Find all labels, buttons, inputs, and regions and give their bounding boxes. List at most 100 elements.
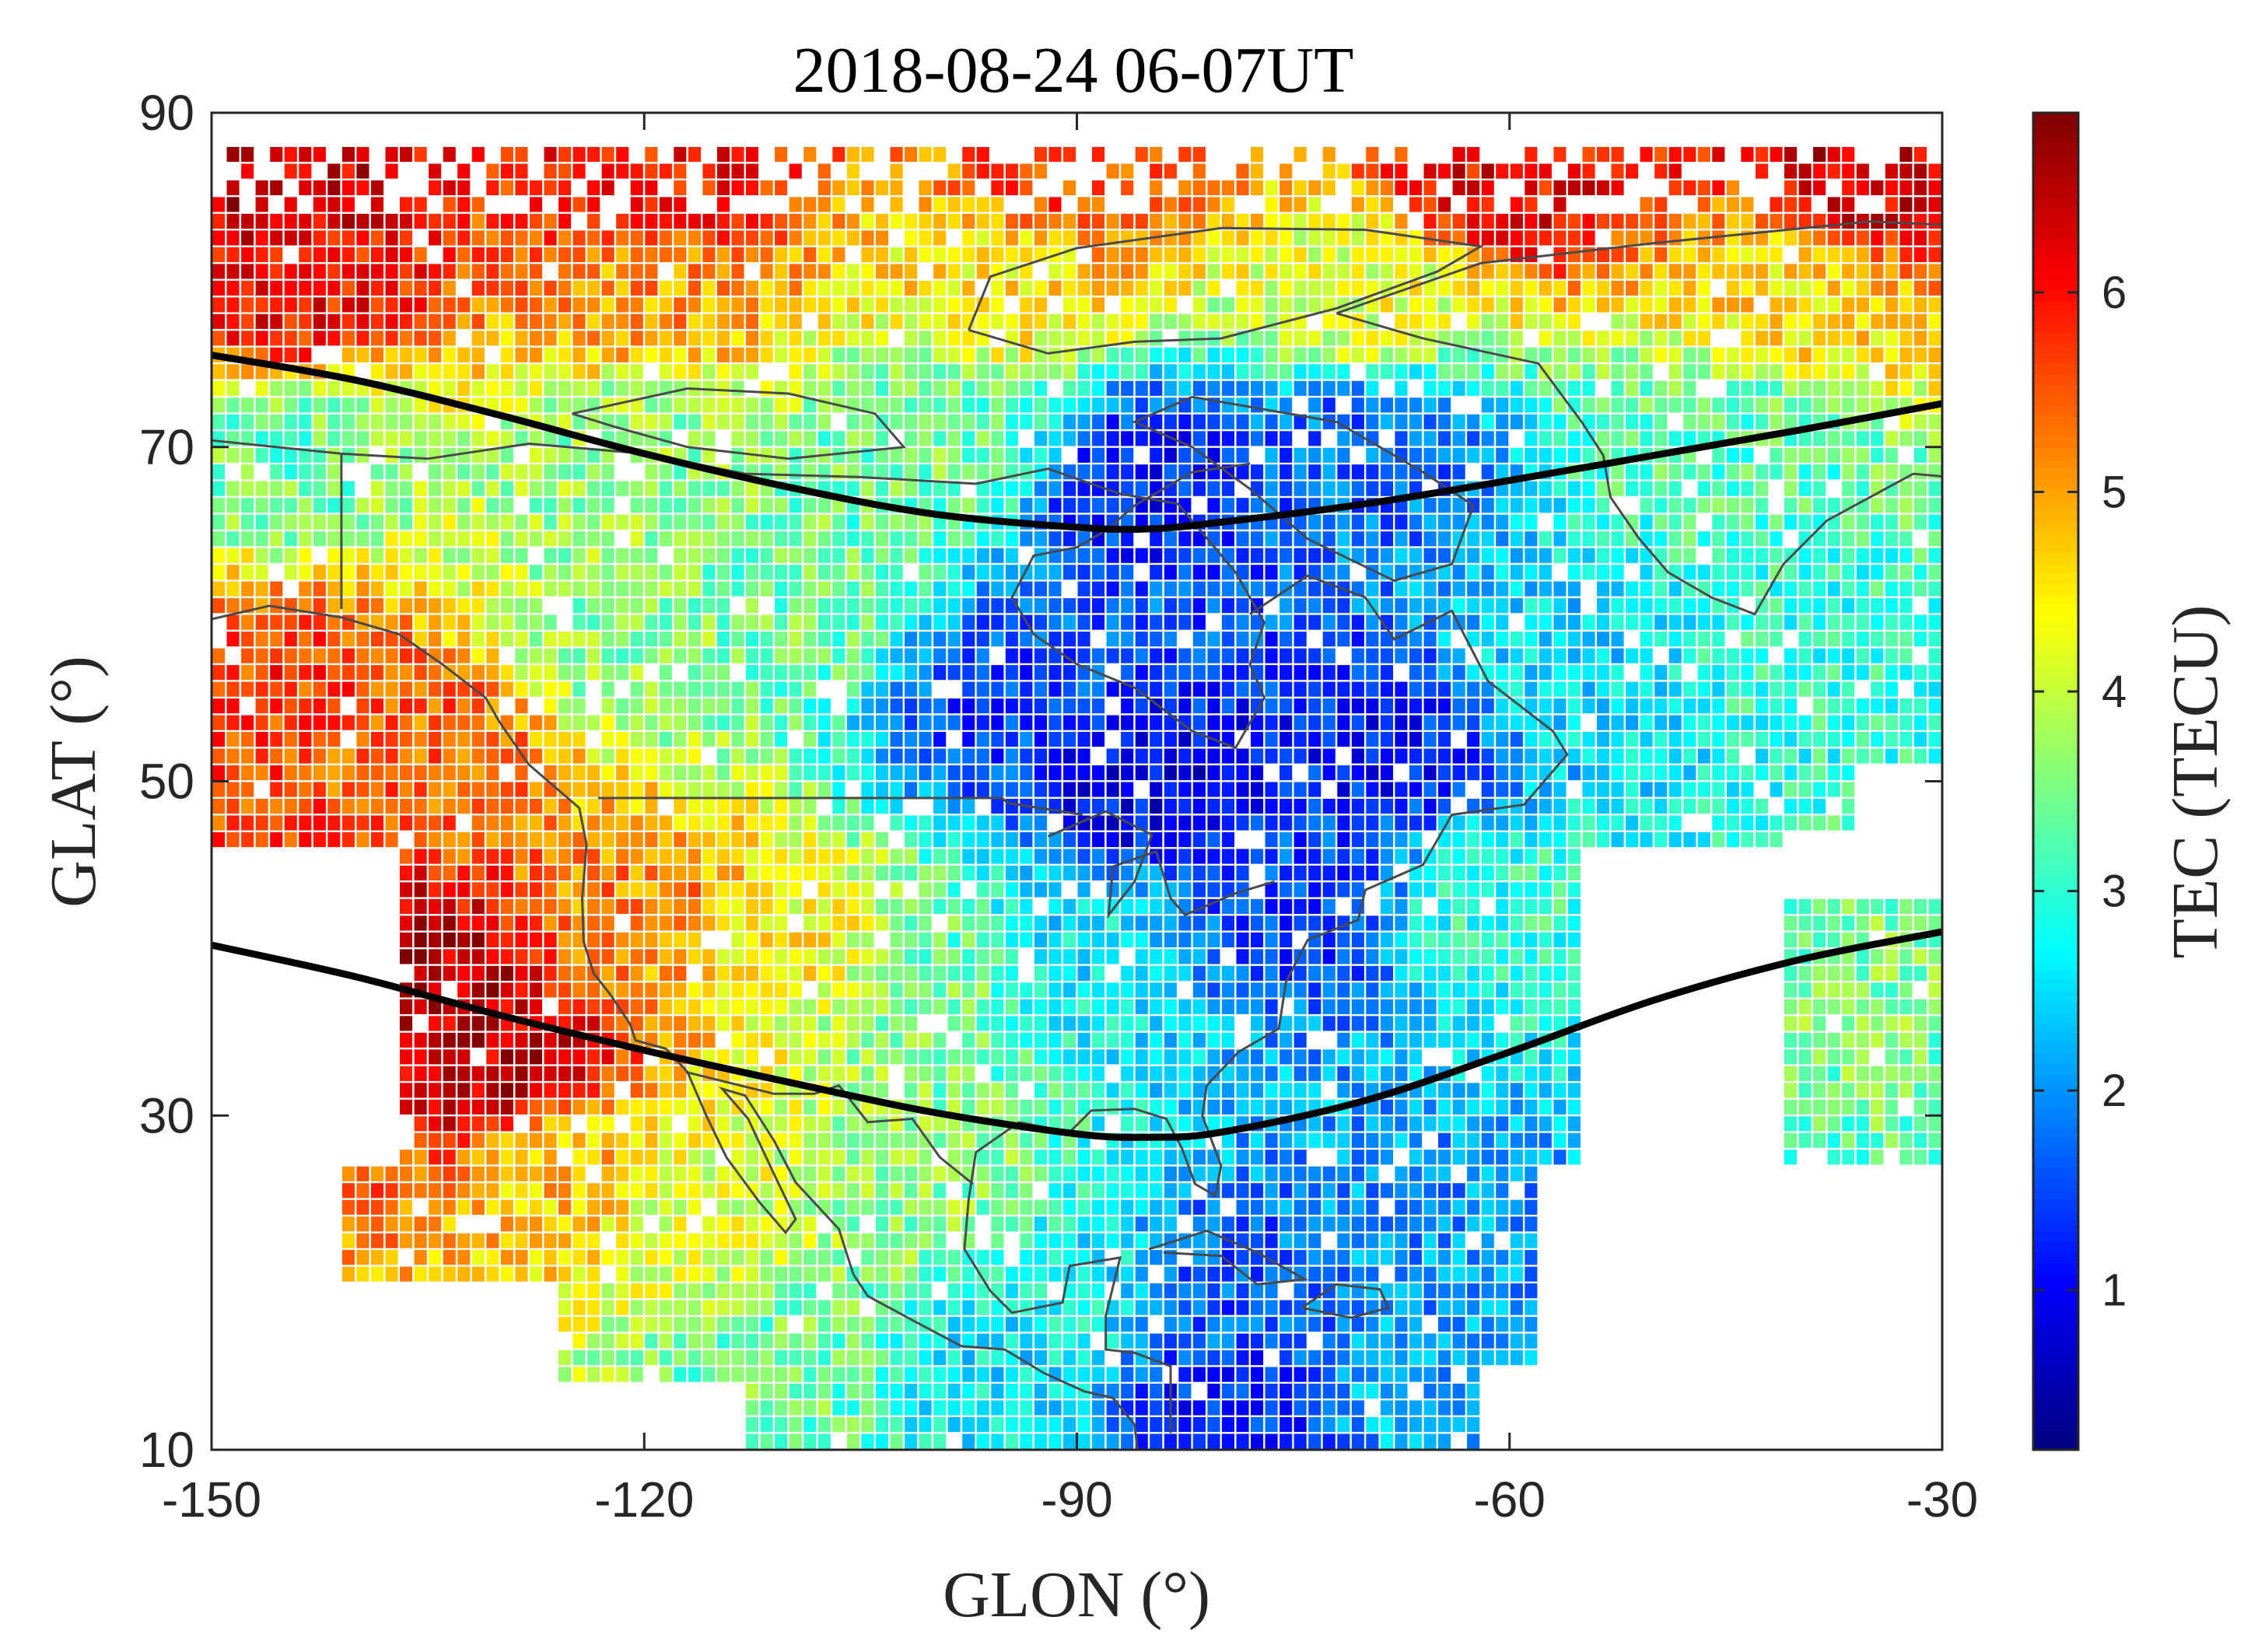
tec-cell	[500, 481, 513, 496]
tec-cell	[212, 514, 226, 530]
tec-cell	[861, 915, 874, 931]
tec-cell	[429, 1250, 442, 1265]
tec-cell	[601, 531, 614, 547]
tec-cell	[356, 280, 369, 296]
tec-cell	[558, 815, 572, 831]
tec-cell	[1251, 614, 1264, 630]
tec-cell	[731, 1216, 744, 1232]
tec-cell	[1164, 230, 1177, 246]
tec-cell	[832, 1016, 845, 1031]
tec-cell	[1207, 999, 1220, 1014]
tec-cell	[962, 548, 975, 563]
tec-cell	[544, 849, 557, 864]
tec-cell	[1192, 1049, 1206, 1065]
tec-cell	[212, 414, 226, 429]
tec-cell	[601, 264, 614, 279]
tec-cell	[717, 1116, 730, 1132]
tec-cell	[861, 1032, 874, 1048]
tec-cell	[601, 932, 614, 947]
tec-cell	[645, 849, 658, 864]
tec-cell	[1221, 1250, 1234, 1265]
tec-cell	[933, 481, 947, 496]
tec-cell	[558, 765, 572, 781]
tec-cell	[1048, 447, 1062, 463]
tec-cell	[861, 782, 874, 797]
tec-cell	[1077, 297, 1090, 313]
tec-cell	[1092, 982, 1105, 998]
tec-cell	[1135, 665, 1148, 681]
tec-cell	[400, 397, 413, 413]
tec-cell	[803, 598, 817, 614]
tec-cell	[861, 849, 874, 864]
tec-cell	[616, 1016, 629, 1031]
tec-cell	[991, 498, 1004, 513]
tec-cell	[1048, 681, 1062, 697]
tec-cell	[760, 865, 773, 880]
tec-cell	[544, 364, 557, 380]
tec-cell	[832, 765, 845, 781]
tec-cell	[601, 1132, 614, 1148]
tec-cell	[529, 849, 542, 864]
tec-cell	[919, 614, 932, 630]
tec-cell	[616, 1183, 629, 1199]
tec-cell	[1005, 1400, 1018, 1416]
tec-cell	[1251, 431, 1264, 446]
tec-cell	[371, 732, 384, 747]
tec-cell	[1251, 297, 1264, 313]
tec-cell	[1221, 1016, 1234, 1031]
tec-cell	[443, 782, 456, 797]
tec-cell	[558, 882, 572, 898]
tec-cell	[414, 732, 427, 747]
tec-cell	[803, 1016, 817, 1031]
tec-cell	[817, 665, 831, 681]
tec-cell	[861, 331, 874, 346]
tec-cell	[1294, 280, 1307, 296]
tec-cell	[1164, 531, 1177, 547]
tec-cell	[976, 213, 989, 229]
tec-cell	[731, 313, 744, 329]
tec-cell	[962, 949, 975, 964]
tec-cell	[1178, 1266, 1192, 1282]
tec-cell	[1265, 1400, 1278, 1416]
tec-cell	[371, 632, 384, 647]
tec-cell	[991, 447, 1004, 463]
tec-cell	[457, 632, 471, 647]
tec-cell	[341, 1216, 355, 1232]
tec-cell	[284, 431, 297, 446]
tec-cell	[1164, 1066, 1177, 1081]
tec-cell	[890, 464, 903, 480]
tec-cell	[1178, 481, 1192, 496]
tec-cell	[1221, 681, 1234, 697]
tec-cell	[572, 748, 586, 764]
tec-cell	[645, 197, 658, 212]
tec-cell	[817, 565, 831, 580]
tec-cell	[313, 397, 326, 413]
tec-cell	[616, 431, 629, 446]
tec-cell	[1178, 280, 1192, 296]
tec-cell	[471, 614, 485, 630]
tec-cell	[817, 965, 831, 981]
tec-cell	[702, 982, 716, 998]
tec-cell	[674, 782, 687, 797]
tec-cell	[1251, 1199, 1264, 1215]
tec-cell	[515, 1032, 528, 1048]
tec-cell	[1236, 1049, 1249, 1065]
tec-cell	[702, 832, 716, 848]
tec-cell	[933, 297, 947, 313]
tec-cell	[890, 1216, 903, 1232]
tec-cell	[356, 581, 369, 597]
tec-cell	[212, 431, 226, 446]
tec-cell	[630, 1066, 643, 1081]
tec-cell	[1077, 548, 1090, 563]
tec-cell	[976, 1150, 989, 1165]
tec-cell	[817, 230, 831, 246]
tec-cell	[746, 364, 759, 380]
tec-cell	[443, 213, 456, 229]
tec-cell	[457, 481, 471, 496]
tec-cell	[659, 1016, 672, 1031]
tec-cell	[1092, 648, 1105, 663]
tec-cell	[991, 347, 1004, 362]
tec-cell	[1221, 698, 1234, 714]
tec-cell	[803, 1433, 817, 1449]
tec-cell	[572, 581, 586, 597]
